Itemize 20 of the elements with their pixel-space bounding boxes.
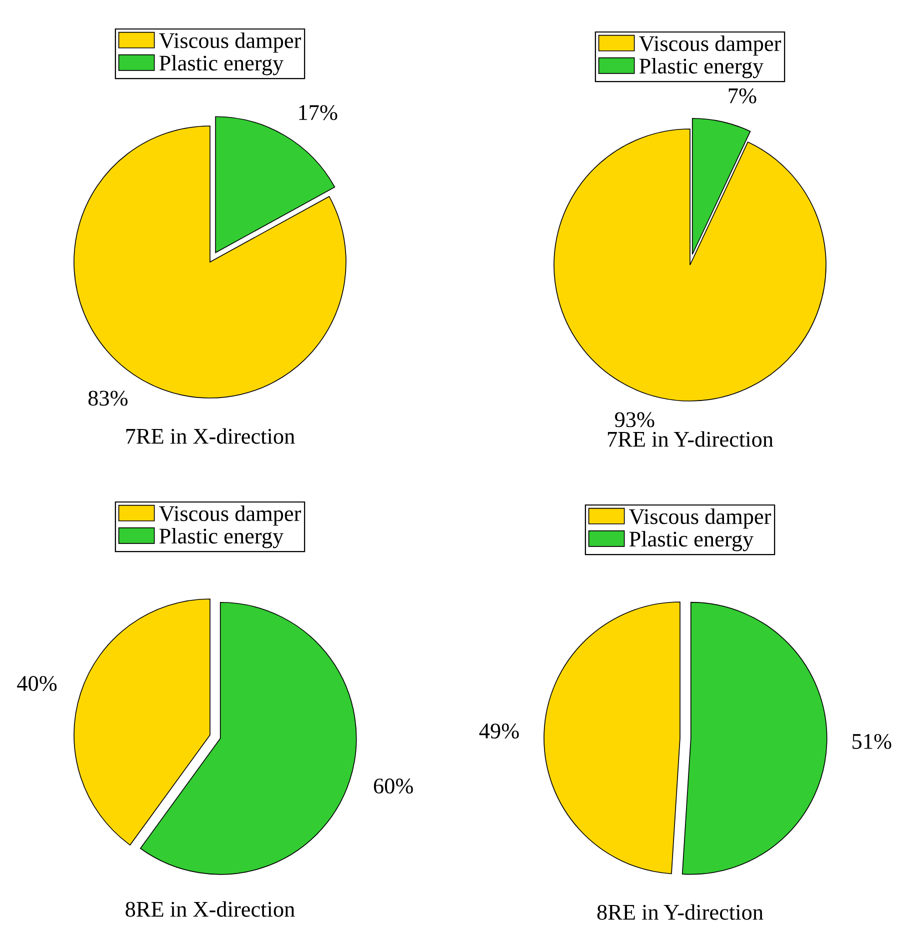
data-label: 7% <box>728 88 756 104</box>
text: 8RE in Y-direction <box>597 904 764 920</box>
legend-label: Viscous damper <box>639 35 782 56</box>
data-label: 93% <box>614 412 654 428</box>
text: 7RE in Y-direction <box>608 431 774 447</box>
data-label: 60% <box>374 778 413 794</box>
legend-label: Viscous damper <box>159 505 302 526</box>
legend-label: Plastic energy <box>639 58 764 78</box>
legend-label: Viscous damper <box>159 32 302 53</box>
data-label: 51% <box>852 734 892 750</box>
data-label: 83% <box>88 390 128 406</box>
data-label: 49% <box>479 724 519 739</box>
legend-label: Plastic energy <box>159 528 284 548</box>
text: 7RE in X-direction <box>126 428 295 444</box>
legend-label: Viscous damper <box>629 508 772 529</box>
legend-label: Plastic energy <box>629 530 754 552</box>
legend-label: Plastic energy <box>159 54 284 76</box>
data-label: 40% <box>17 676 57 692</box>
data-label: 17% <box>299 105 338 120</box>
text: 8RE in X-direction <box>126 901 295 917</box>
